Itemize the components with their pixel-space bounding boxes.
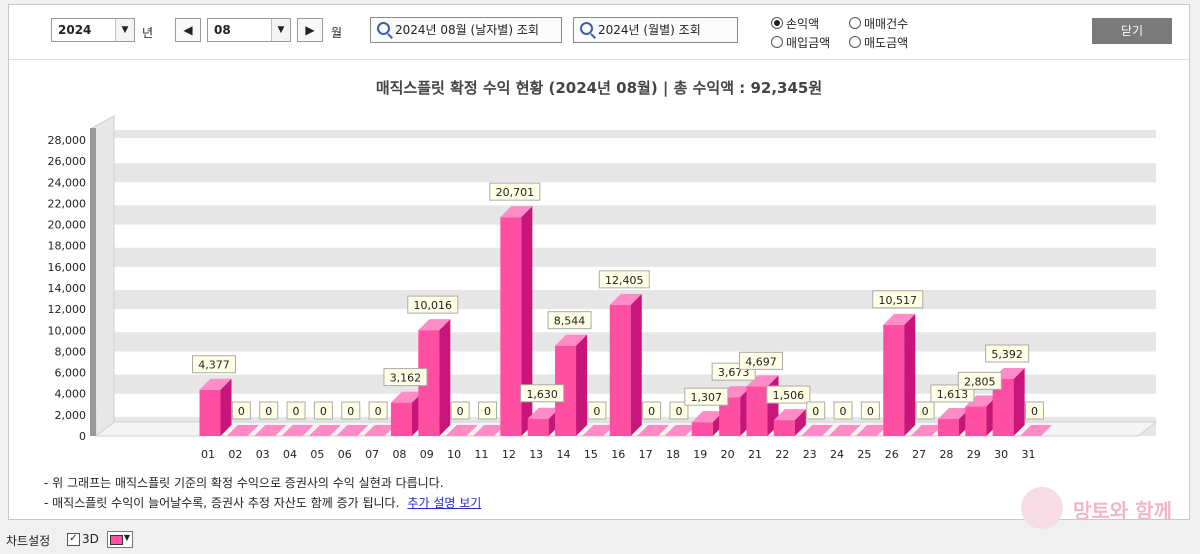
watermark: 망토와 함께 xyxy=(1017,483,1182,533)
main-panel: 2024 ▼ 년 ◀ 08 ▼ ▶ 월 2024년 08월 (날자별) 조회 2… xyxy=(8,4,1190,529)
month-select[interactable]: 08 ▼ xyxy=(207,18,291,42)
prev-month-button[interactable]: ◀ xyxy=(175,18,201,42)
radio-buy-amount[interactable]: 매입금액 xyxy=(771,34,830,51)
chevron-down-icon[interactable]: ▼ xyxy=(271,19,290,41)
chart-settings-label: 차트설정 xyxy=(6,534,51,548)
radio-trade-count[interactable]: 매매건수 xyxy=(849,15,908,32)
chevron-down-icon[interactable]: ▼ xyxy=(115,19,134,41)
three-d-label: 3D xyxy=(82,532,99,546)
month-unit-label: 월 xyxy=(331,26,343,40)
monthly-query-label: 2024년 (월별) 조회 xyxy=(598,23,701,37)
toolbar: 2024 ▼ 년 ◀ 08 ▼ ▶ 월 2024년 08월 (날자별) 조회 2… xyxy=(9,5,1189,60)
note-line-2: - 매직스플릿 수익이 늘어날수록, 증권사 추정 자산도 함께 증가 됩니다.… xyxy=(44,493,481,513)
radio-trade-count-label: 매매건수 xyxy=(864,17,909,31)
chevron-down-icon: ▼ xyxy=(123,533,130,542)
year-value: 2024 xyxy=(58,23,92,37)
radio-unchecked-icon[interactable] xyxy=(771,36,783,48)
radio-buy-amount-label: 매입금액 xyxy=(786,36,831,50)
month-value: 08 xyxy=(214,23,231,37)
arrow-left-icon: ◀ xyxy=(183,23,193,37)
note-line-1: - 위 그래프는 매직스플릿 기준의 확정 수익으로 증권사의 수익 실현과 다… xyxy=(44,476,444,490)
radio-unchecked-icon[interactable] xyxy=(849,36,861,48)
radio-checked-icon[interactable] xyxy=(771,17,783,29)
more-info-link[interactable]: 추가 설명 보기 xyxy=(407,496,482,510)
watermark-text: 망토와 함께 xyxy=(1073,499,1172,523)
year-select[interactable]: 2024 ▼ xyxy=(51,18,135,42)
notes: - 위 그래프는 매직스플릿 기준의 확정 수익으로 증권사의 수익 실현과 다… xyxy=(44,473,481,513)
chart-title: 매직스플릿 확정 수익 현황 (2024년 08월) | 총 수익액 : 92,… xyxy=(375,79,823,97)
daily-query-label: 2024년 08월 (날자별) 조회 xyxy=(395,23,539,37)
radio-sell-amount-label: 매도금액 xyxy=(864,36,909,50)
daily-query-button[interactable]: 2024년 08월 (날자별) 조회 xyxy=(370,17,562,43)
radio-unchecked-icon[interactable] xyxy=(849,17,861,29)
next-month-button[interactable]: ▶ xyxy=(297,18,323,42)
radio-sell-amount[interactable]: 매도금액 xyxy=(849,34,908,51)
search-icon xyxy=(580,22,593,35)
note-line-2-text: - 매직스플릿 수익이 늘어날수록, 증권사 추정 자산도 함께 증가 됩니다. xyxy=(44,496,400,510)
arrow-right-icon: ▶ xyxy=(305,23,315,37)
search-icon xyxy=(377,22,390,35)
bar-color-picker[interactable]: ▼ xyxy=(107,531,133,548)
cat-logo-icon xyxy=(1021,487,1063,529)
radio-profit[interactable]: 손익액 xyxy=(771,15,819,32)
year-unit-label: 년 xyxy=(142,26,154,40)
radio-profit-label: 손익액 xyxy=(786,17,820,31)
three-d-checkbox[interactable]: ✓ xyxy=(67,533,80,546)
monthly-query-button[interactable]: 2024년 (월별) 조회 xyxy=(573,17,738,43)
close-button[interactable]: 닫기 xyxy=(1092,18,1172,44)
color-swatch-icon xyxy=(110,535,123,545)
status-bar: 차트설정 ✓ 3D ▼ xyxy=(0,524,1200,554)
